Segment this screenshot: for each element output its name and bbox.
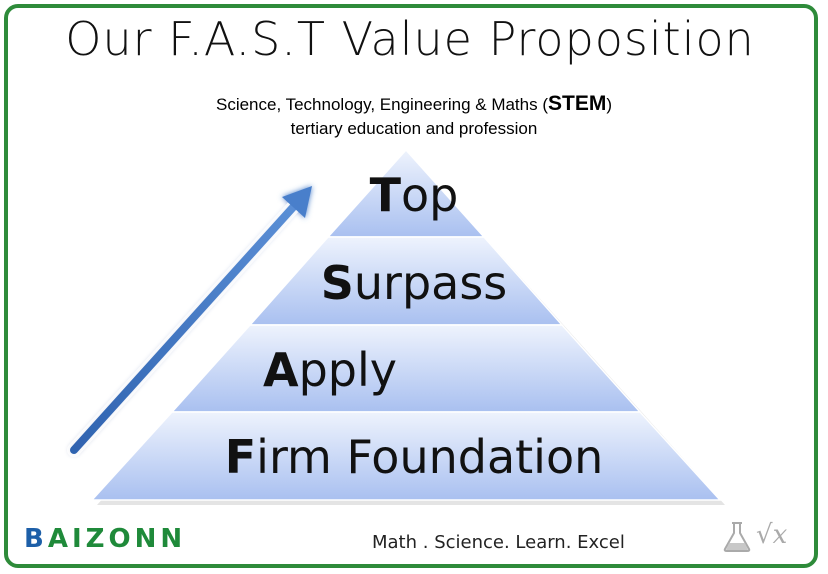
tier-foundation-label: Firm Foundation xyxy=(0,430,828,484)
subtitle-suffix: ) xyxy=(606,95,613,114)
growth-arrow xyxy=(67,186,312,457)
tier-apply-rest: pply xyxy=(298,343,397,397)
arrow-head-icon xyxy=(282,186,312,218)
tier-apply-initial: A xyxy=(262,343,299,397)
tier-top-label: Top xyxy=(0,168,828,222)
subtitle-line-1: Science, Technology, Engineering & Maths… xyxy=(0,92,828,117)
subtitle-line-2: tertiary education and profession xyxy=(290,119,538,138)
tier-surpass-initial: S xyxy=(320,256,354,310)
tier-top-initial: T xyxy=(369,168,402,222)
tier-foundation-rest: irm Foundation xyxy=(256,430,604,484)
tier-foundation-initial: F xyxy=(224,430,257,484)
tier-foundation-shape xyxy=(90,411,722,501)
slide-title: Our F.A.S.T Value Proposition xyxy=(65,12,755,66)
stem-acronym: STEM xyxy=(548,92,607,115)
baizonn-logo: BAIZONN xyxy=(24,524,186,554)
slide-subtitle: Science, Technology, Engineering & Maths… xyxy=(0,92,828,141)
tier-apply-label: Apply xyxy=(0,343,744,397)
subtitle-prefix: Science, Technology, Engineering & Maths… xyxy=(215,95,548,114)
square-root-icon: √x xyxy=(756,520,788,550)
brand-rest: AIZONN xyxy=(47,524,187,554)
tier-surpass-label: Surpass xyxy=(0,256,828,310)
tier-top-rest: op xyxy=(401,168,459,222)
brand-first-letter: B xyxy=(24,524,48,554)
tagline: Math . Science. Learn. Excel xyxy=(372,532,625,553)
tier-surpass-rest: urpass xyxy=(353,256,508,310)
flask-icon xyxy=(723,522,751,552)
